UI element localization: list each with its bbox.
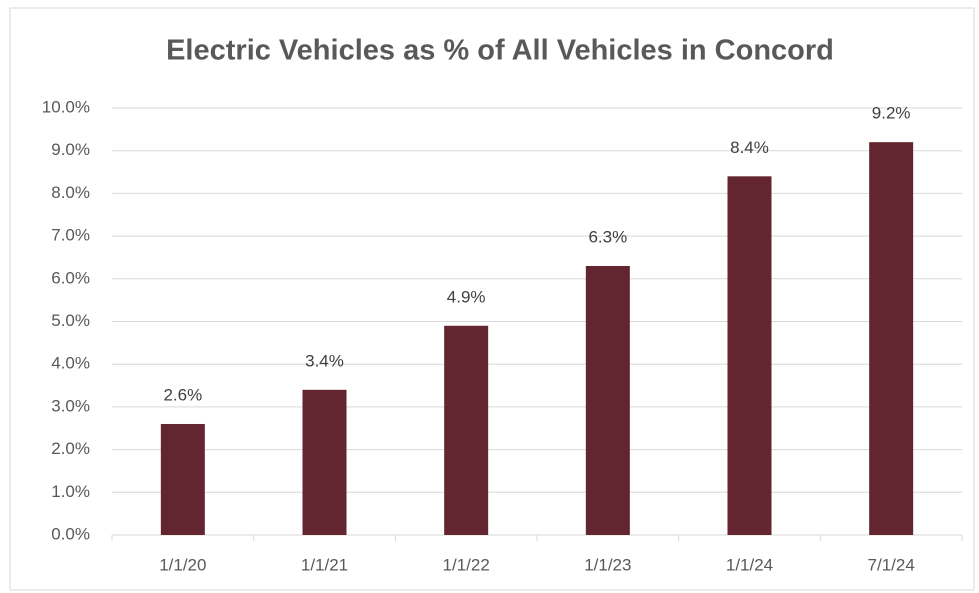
bar [444,325,489,535]
bar [160,423,205,535]
data-label: 8.4% [730,138,769,157]
data-label: 3.4% [305,351,344,370]
x-tick-label: 7/1/24 [868,555,915,574]
bar [302,389,347,535]
x-tick-label: 1/1/23 [584,555,631,574]
y-tick-label: 10.0% [42,97,90,116]
bar [727,176,772,535]
y-tick-label: 5.0% [51,311,90,330]
x-tick-label: 1/1/20 [159,555,206,574]
y-tick-label: 0.0% [51,524,90,543]
x-tick-label: 1/1/21 [301,555,348,574]
y-tick-label: 8.0% [51,183,90,202]
y-tick-label: 7.0% [51,226,90,245]
y-tick-label: 6.0% [51,268,90,287]
data-label: 6.3% [588,227,627,246]
y-tick-label: 2.0% [51,439,90,458]
bar [585,265,630,535]
data-label: 4.9% [447,287,486,306]
chart-title: Electric Vehicles as % of All Vehicles i… [166,35,834,67]
y-tick-label: 3.0% [51,396,90,415]
data-label: 2.6% [163,385,202,404]
x-tick-label: 1/1/24 [726,555,773,574]
x-tick-label: 1/1/22 [443,555,490,574]
y-tick-label: 4.0% [51,354,90,373]
y-tick-label: 9.0% [51,140,90,159]
bar [869,142,914,535]
y-tick-label: 1.0% [51,482,90,501]
chart-border [9,7,975,591]
data-label: 9.2% [872,104,911,123]
